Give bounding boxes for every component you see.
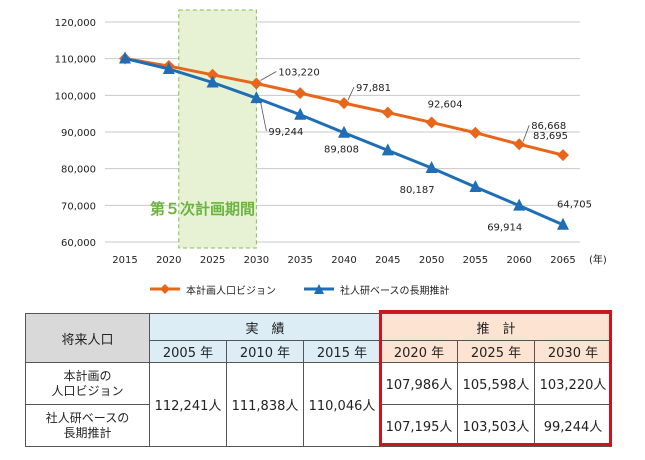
- chart-legend: 本計画人口ビジョン 社人研ベースの長期推計: [150, 280, 550, 298]
- forecast-value: 103,220人: [534, 362, 612, 405]
- row-label-line: 長期推計: [63, 425, 112, 440]
- annotation-leader: [347, 86, 355, 101]
- year-cell: 2025 年: [457, 340, 535, 363]
- series-layer: [119, 51, 569, 230]
- forecast-value: 107,195人: [380, 404, 458, 447]
- data-point: [338, 97, 350, 110]
- legend-diamond-icon: [150, 284, 180, 294]
- data-point: [206, 75, 219, 88]
- actual-value: 112,241人: [149, 362, 227, 447]
- y-tick-label: 90,000: [61, 128, 96, 139]
- population-table: 将来人口 実 績 推 計 2005 年 2010 年 2015 年 2020 年…: [25, 313, 612, 447]
- year-cell: 2010 年: [226, 340, 304, 363]
- data-label: 92,604: [428, 99, 463, 110]
- x-tick-label: 2035: [287, 255, 312, 266]
- data-point: [381, 143, 394, 156]
- row-label-line: 社人研ベースの: [45, 410, 130, 425]
- data-point: [162, 61, 175, 74]
- legend-triangle-icon: [304, 284, 334, 294]
- plan-period-highlight: [178, 9, 257, 249]
- data-point: [250, 77, 263, 90]
- data-point: [557, 217, 569, 230]
- year-cell: 2020 年: [380, 340, 458, 363]
- x-tick-label: 2045: [375, 255, 400, 266]
- y-tick-label: 60,000: [61, 238, 96, 249]
- actual-header: 実 績: [149, 313, 381, 341]
- legend-label-ipss: 社人研ベースの長期推計: [340, 285, 450, 297]
- year-cell: 2005 年: [149, 340, 227, 363]
- data-label: 97,881: [356, 83, 391, 94]
- annotation-leader: [260, 71, 277, 81]
- data-point: [119, 51, 131, 64]
- forecast-value: 105,598人: [457, 362, 535, 405]
- data-label: 89,808: [324, 145, 359, 156]
- plan-period-label: 第５次計画期間: [150, 200, 255, 218]
- y-tick-label: 80,000: [61, 165, 96, 176]
- y-axis: 60,000 70,000 80,000 90,000 100,000 110,000 12…: [55, 18, 96, 249]
- legend-item-vision: 本計画人口ビジョン: [150, 282, 276, 297]
- data-point: [206, 68, 219, 81]
- actual-value: 111,838人: [226, 362, 304, 447]
- forecast-header: 推 計: [380, 313, 612, 341]
- row-label-ipss: 社人研ベースの 長期推計: [25, 404, 150, 447]
- x-axis: 2015 2020 2025 2030 2035 2040 2045 2050 2055 2060…: [112, 255, 575, 266]
- x-tick-label: 2040: [331, 255, 356, 266]
- data-point: [513, 198, 526, 211]
- data-point: [513, 138, 526, 151]
- row-label-vision: 本計画の 人口ビジョン: [25, 362, 150, 405]
- actual-value: 110,046人: [303, 362, 381, 447]
- table-row: 社人研ベースの 長期推計 107,195人 103,503人 99,244人: [25, 404, 612, 447]
- data-point: [294, 87, 307, 100]
- data-point: [469, 126, 482, 139]
- data-label: 103,220: [278, 68, 319, 79]
- x-axis-unit: (年): [589, 253, 607, 266]
- y-tick-label: 70,000: [61, 201, 96, 212]
- y-tick-label: 100,000: [55, 91, 96, 102]
- data-point: [294, 107, 307, 120]
- data-point: [557, 149, 569, 162]
- y-tick-label: 120,000: [55, 18, 96, 29]
- data-label: 86,668: [531, 121, 566, 132]
- annotation-leader: [522, 125, 530, 142]
- x-tick-label: 2060: [506, 255, 531, 266]
- table-corner: 将来人口: [25, 313, 150, 363]
- forecast-value: 103,503人: [457, 404, 535, 447]
- year-cell: 2015 年: [303, 340, 381, 363]
- x-tick-label: 2020: [156, 255, 181, 266]
- data-point: [381, 106, 394, 119]
- data-label: 83,695: [533, 131, 568, 142]
- x-tick-label: 2030: [244, 255, 269, 266]
- data-point: [425, 116, 438, 129]
- forecast-value: 107,986人: [380, 362, 458, 405]
- annotation-leader: [260, 101, 267, 132]
- data-label: 99,244: [268, 127, 303, 138]
- legend-label-vision: 本計画人口ビジョン: [186, 285, 276, 297]
- x-tick-label: 2050: [419, 255, 444, 266]
- table-row: 本計画の 人口ビジョン 112,241人 111,838人 110,046人 1…: [25, 362, 612, 447]
- data-label: 64,705: [557, 200, 592, 211]
- x-tick-label: 2015: [112, 255, 137, 266]
- year-cell: 2030 年: [534, 340, 612, 363]
- y-tick-label: 110,000: [55, 55, 96, 66]
- legend-item-ipss: 社人研ベースの長期推計: [304, 282, 450, 297]
- forecast-value: 99,244人: [534, 404, 612, 447]
- x-tick-label: 2025: [200, 255, 225, 266]
- row-label-line: 本計画の: [63, 368, 112, 383]
- data-label: 69,914: [487, 223, 522, 234]
- x-tick-label: 2055: [463, 255, 488, 266]
- data-point: [425, 160, 438, 173]
- data-point: [338, 125, 350, 138]
- data-point: [469, 180, 482, 192]
- data-label: 80,187: [400, 185, 435, 196]
- population-line-chart: 第５次計画期間 60,000 70,000 80,000 90,000 100,000 1…: [55, 9, 607, 266]
- data-point: [250, 91, 263, 104]
- row-label-line: 人口ビジョン: [51, 383, 124, 398]
- x-tick-label: 2065: [550, 255, 575, 266]
